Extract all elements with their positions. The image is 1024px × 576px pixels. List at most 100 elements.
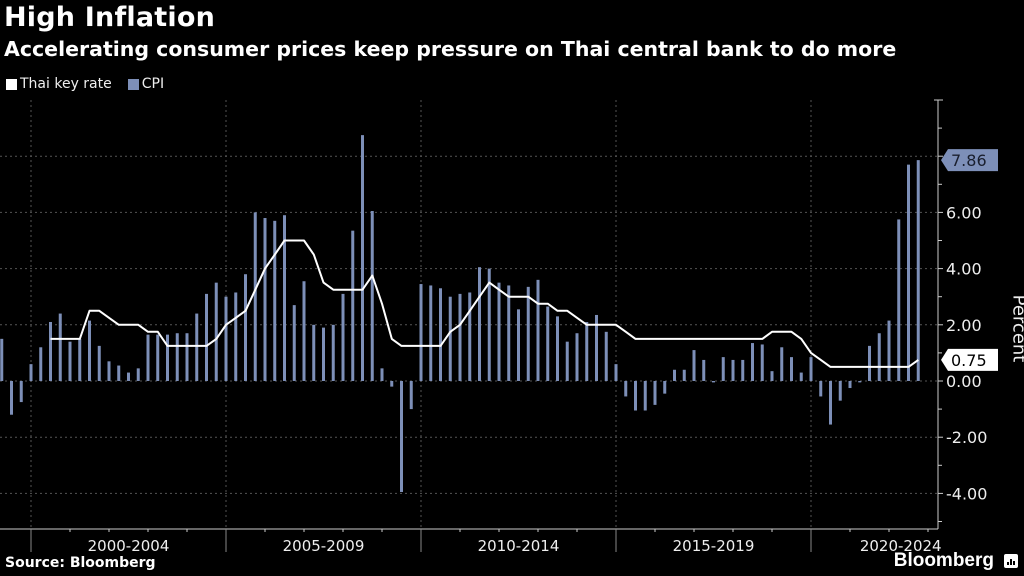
cpi-bar [478, 267, 481, 381]
x-tick-label: 2010-2014 [478, 537, 560, 555]
cpi-bar [390, 381, 394, 387]
cpi-bar [136, 368, 140, 381]
cpi-bar [214, 282, 218, 381]
chart-title: High Inflation [4, 2, 216, 33]
cpi-bar [283, 215, 286, 381]
cpi-bar [107, 361, 111, 381]
cpi-bar [565, 341, 569, 381]
cpi-bar [517, 309, 520, 381]
x-tick-label: 2005-2009 [283, 537, 365, 555]
y-axis-label: Percent [1008, 294, 1024, 363]
cpi-last-value-label: 7.86 [941, 149, 998, 172]
cpi-bar [868, 345, 871, 381]
cpi-bar [848, 381, 852, 389]
cpi-bar [575, 333, 579, 381]
cpi-bar [78, 338, 82, 381]
cpi-bars [0, 135, 920, 492]
cpi-bar [361, 135, 364, 381]
cpi-bar [858, 381, 862, 383]
cpi-bar [97, 345, 101, 381]
x-tick-labels: 2000-2004 2005-2009 2010-2014 2015-2019 2020… [88, 537, 942, 555]
cpi-bar [185, 333, 189, 381]
y-tick-label: 6.00 [946, 203, 982, 222]
cpi-bar [419, 284, 423, 381]
cpi-bar [673, 369, 676, 381]
key-rate-line [50, 239, 919, 368]
cpi-bar [790, 357, 793, 381]
cpi-bar [448, 296, 452, 381]
cpi-bar [692, 350, 696, 381]
cpi-bar [322, 327, 325, 381]
cpi-bar [721, 357, 725, 381]
cpi-bar [331, 324, 335, 381]
axes [0, 99, 943, 552]
cpi-bar [819, 381, 823, 397]
cpi-bar [546, 306, 550, 381]
cpi-last-value-label-box [941, 149, 998, 172]
cpi-bar [29, 364, 33, 381]
cpi-bar [838, 381, 842, 401]
legend-label-cpi: CPI [141, 76, 165, 92]
cpi-bar [780, 347, 784, 381]
cpi-bar [400, 381, 403, 492]
cpi-last-value-label-text: 7.86 [951, 151, 987, 170]
cpi-bar [829, 381, 832, 425]
cpi-bar [634, 381, 637, 411]
cpi-bar [887, 320, 891, 381]
cpi-bar [799, 372, 803, 381]
key-rate-last-value-label: 0.75 [941, 348, 998, 371]
cpi-bar [253, 212, 257, 381]
cpi-bar [127, 372, 130, 381]
source-note: Source: Bloomberg [5, 555, 156, 571]
cpi-bar [439, 288, 442, 381]
cpi-bar [614, 364, 618, 381]
cpi-bar [595, 314, 598, 381]
grid-lines [0, 100, 938, 529]
cpi-bar [302, 281, 306, 381]
y-tick-label: 2.00 [946, 316, 982, 335]
x-tick-label: 2000-2004 [88, 537, 170, 555]
cpi-bar [39, 347, 43, 381]
cpi-bar [585, 321, 589, 381]
key-rate-last-value-label-box [941, 348, 998, 371]
cpi-bar [643, 381, 647, 411]
value-callouts: 7.86 0.75 [941, 149, 998, 371]
cpi-bar [507, 285, 511, 381]
y-tick-label: -2.00 [946, 428, 987, 447]
cpi-bar [809, 357, 813, 381]
cpi-bar [682, 369, 686, 381]
cpi-bar [409, 381, 413, 410]
cpi-bar [292, 305, 296, 381]
cpi-bar [877, 333, 881, 381]
cpi-bar [244, 274, 247, 381]
cpi-bar [468, 292, 472, 381]
cpi-bar [751, 343, 754, 381]
cpi-bar [273, 220, 277, 381]
cpi-bar [0, 338, 4, 381]
cpi-bar [916, 160, 920, 381]
y-tick-label: 0.00 [946, 372, 982, 391]
bloomberg-chart-icon [1004, 554, 1018, 568]
cpi-bar [58, 313, 62, 381]
cpi-bar [351, 230, 355, 381]
legend-swatch-key-rate [6, 78, 17, 90]
cpi-bar [156, 334, 160, 381]
cpi-bar [770, 371, 774, 381]
cpi-bar [702, 359, 706, 381]
cpi-bar [263, 218, 267, 381]
cpi-bar [526, 286, 530, 381]
x-tick-label: 2020-2024 [860, 537, 942, 555]
cpi-bar [224, 296, 228, 381]
x-tick-label: 2015-2019 [673, 537, 755, 555]
legend-swatch-cpi [127, 78, 139, 90]
cpi-bar [741, 359, 745, 381]
cpi-bar [19, 381, 23, 403]
cpi-bar [663, 381, 667, 394]
y-tick-label: -4.00 [946, 484, 987, 503]
cpi-bar [312, 324, 316, 381]
cpi-bar [166, 334, 169, 381]
cpi-bar [907, 164, 910, 381]
cpi-bar [175, 333, 179, 381]
cpi-bar [341, 293, 345, 381]
